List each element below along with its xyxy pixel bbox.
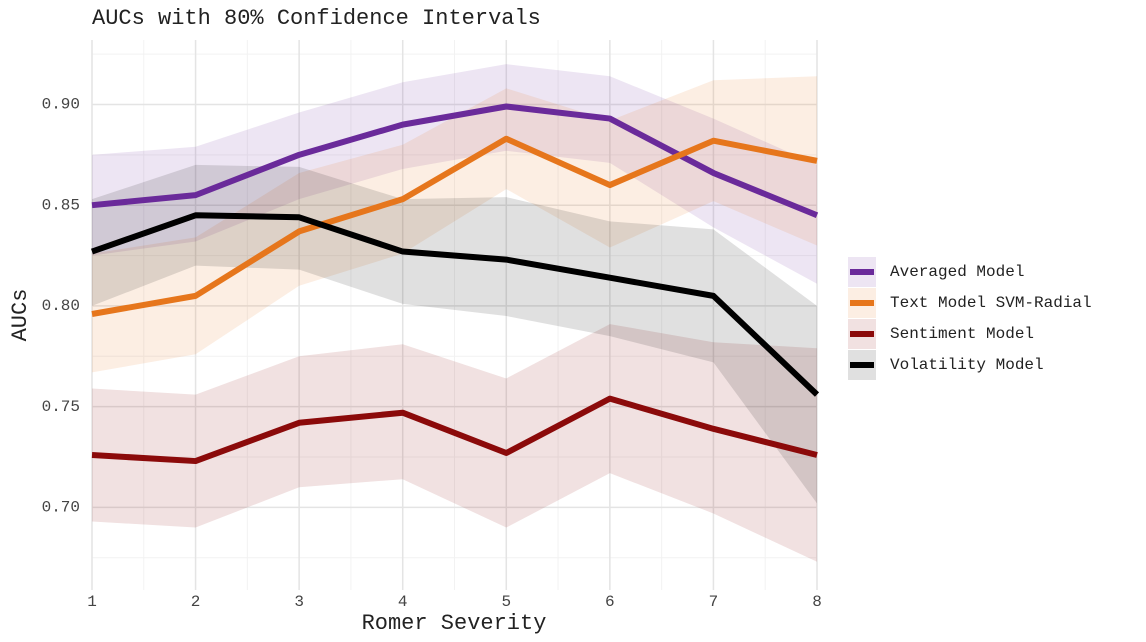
y-tick-label: 0.85 — [42, 196, 80, 214]
legend-label: Volatility Model — [890, 356, 1044, 374]
x-tick-label: 4 — [398, 593, 408, 611]
y-tick-label: 0.80 — [42, 297, 80, 315]
confidence-band — [92, 324, 817, 562]
confidence-band — [92, 76, 817, 373]
x-tick-label: 5 — [501, 593, 511, 611]
y-tick-label: 0.70 — [42, 499, 80, 517]
x-tick-label: 8 — [812, 593, 822, 611]
legend-label: Sentiment Model — [890, 325, 1034, 343]
legend-label: Averaged Model — [890, 263, 1024, 281]
x-axis-title: Romer Severity — [362, 611, 547, 636]
confidence-band — [92, 64, 817, 284]
x-tick-label: 3 — [294, 593, 304, 611]
y-tick-label: 0.75 — [42, 398, 80, 416]
series-line — [91, 103, 819, 219]
series-line — [91, 212, 820, 397]
series-line — [91, 135, 818, 317]
x-tick-label: 7 — [709, 593, 719, 611]
legend-label: Text Model SVM-Radial — [890, 294, 1092, 312]
chart-title: AUCs with 80% Confidence Intervals — [92, 6, 541, 31]
x-tick-label: 2 — [191, 593, 201, 611]
series-line — [91, 395, 818, 465]
x-tick-label: 6 — [605, 593, 615, 611]
y-tick-label: 0.90 — [42, 96, 80, 114]
x-tick-label: 1 — [87, 593, 97, 611]
y-axis-title: AUCs — [8, 289, 33, 342]
